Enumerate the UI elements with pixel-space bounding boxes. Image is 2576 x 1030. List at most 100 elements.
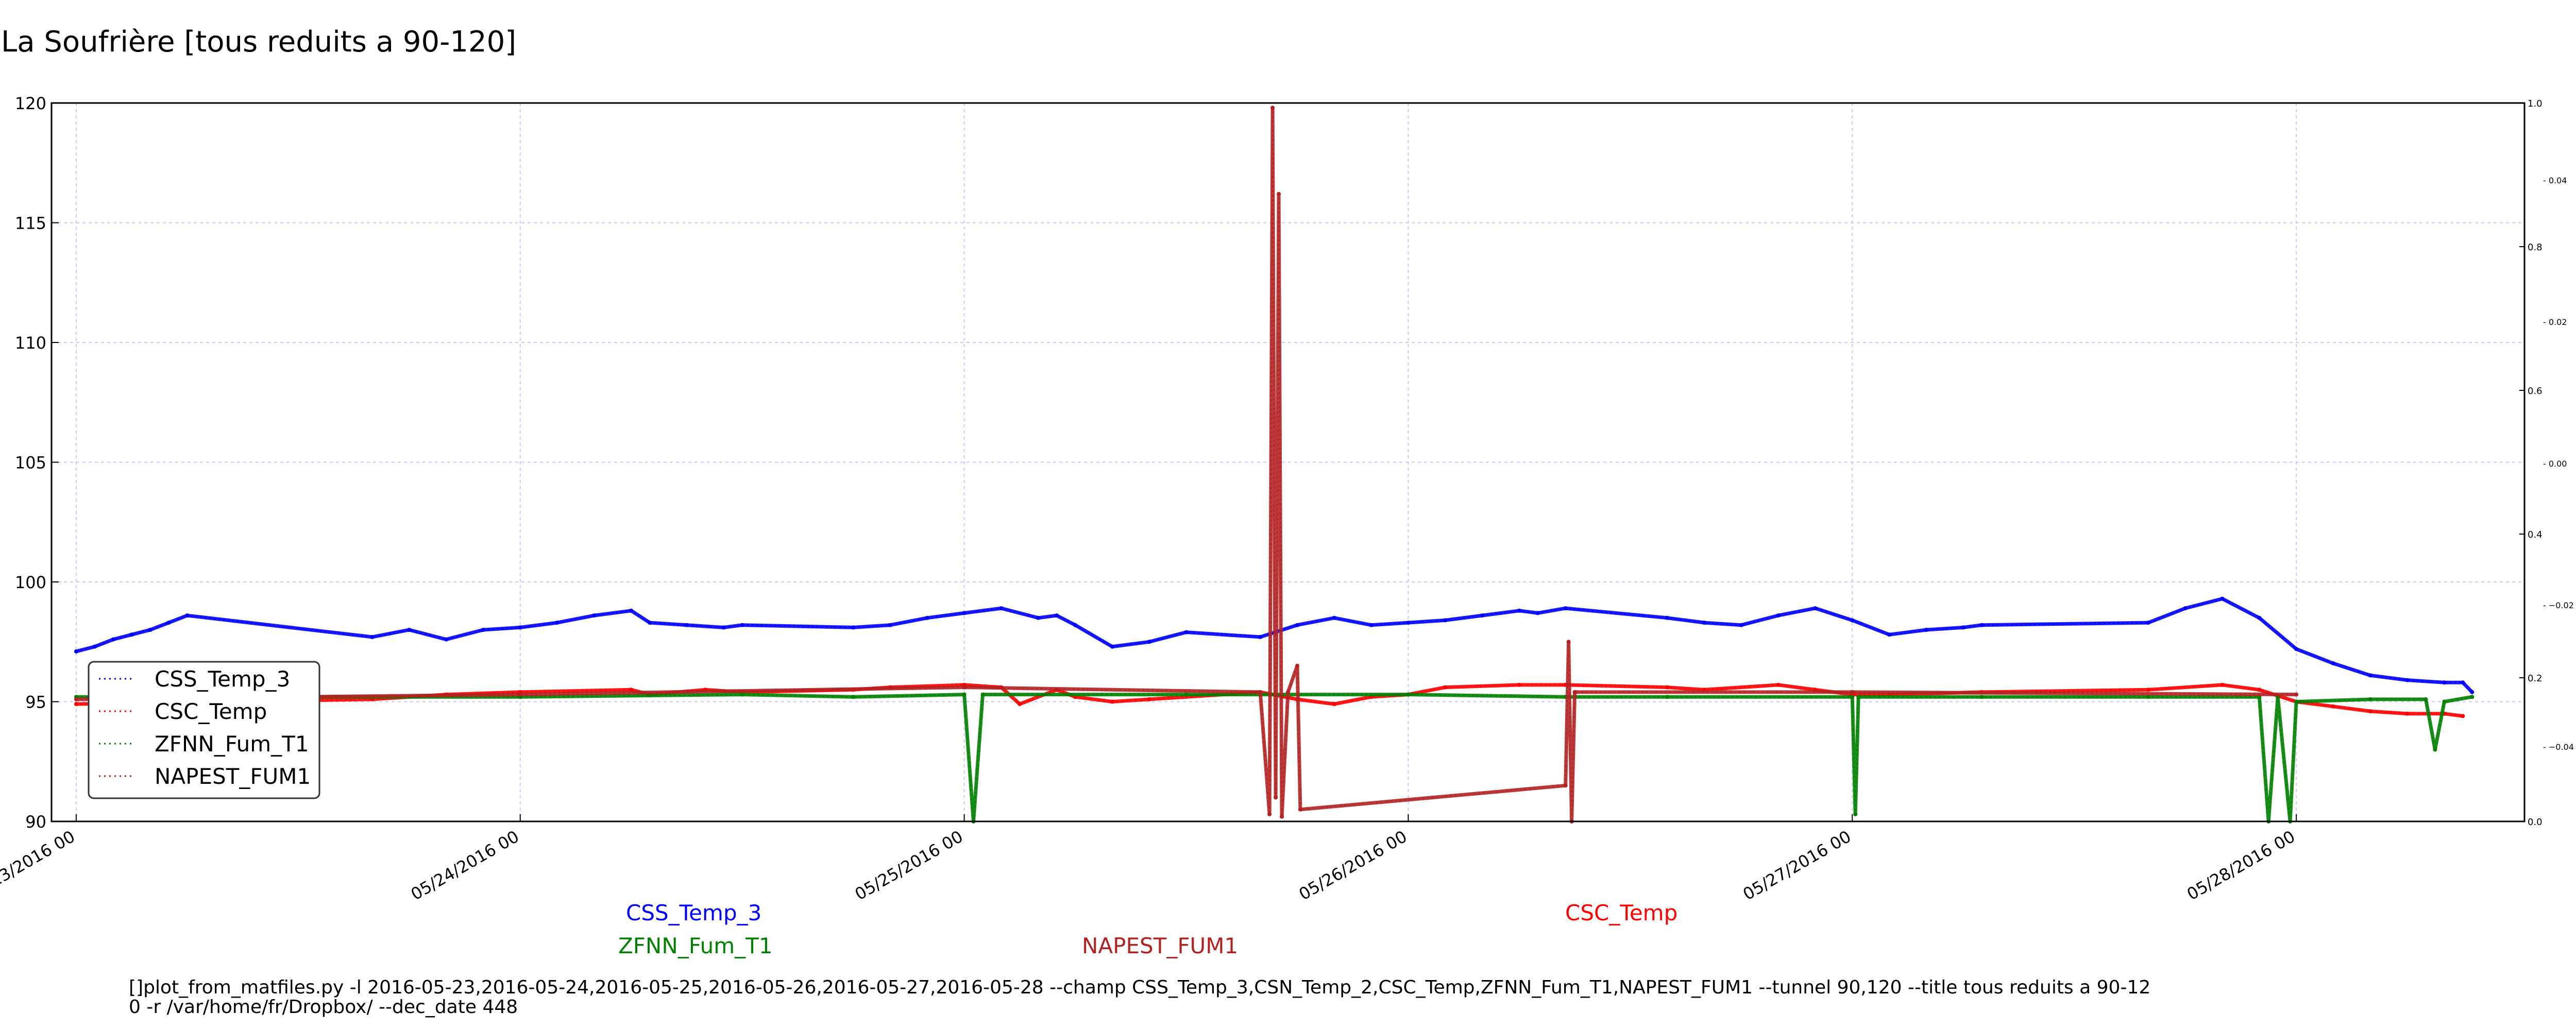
y-tick-label: 95: [25, 693, 46, 712]
data-point-css-temp-3: [74, 649, 78, 654]
y-axis: 90 95 100 105 110 115 120: [15, 94, 59, 832]
x-tick-label: 05/27/2016 00: [1739, 827, 1854, 904]
data-point-zfnn-fum-t1: [2294, 699, 2299, 704]
data-point-zfnn-fum-t1: [1665, 695, 1670, 699]
data-point-csc-temp: [1147, 697, 1151, 701]
data-point-css-temp-3: [1110, 644, 1114, 649]
bottom-label-zfnn-fum-t1: ZFNN_Fum_T1: [618, 933, 773, 958]
secondary-y-tick-label: 1.0: [2528, 98, 2543, 109]
series-line-napest-fum1: [74, 106, 2298, 823]
data-point-css-temp-3: [1258, 634, 1263, 639]
series-connector-napest-fum1: [76, 108, 2297, 822]
x-axis: 05/23/2016 00 05/24/2016 00 05/25/2016 00 0…: [0, 814, 2298, 904]
data-point-napest-fum1: [518, 692, 522, 697]
data-point-css-temp-3: [1850, 618, 1855, 623]
x-tick-label: 05/28/2016 00: [2183, 827, 2298, 904]
data-point-css-temp-3: [1055, 613, 1059, 618]
secondary-y-tick-label: 0.2: [2528, 673, 2543, 684]
data-point-css-temp-3: [999, 606, 1004, 611]
data-point-css-temp-3: [721, 625, 726, 630]
data-point-csc-temp: [1332, 702, 1336, 707]
data-point-napest-fum1: [2294, 692, 2299, 697]
data-point-napest-fum1: [1295, 663, 1299, 668]
data-point-css-temp-3: [1073, 623, 1077, 627]
data-point-zfnn-fum-t1: [2433, 747, 2437, 752]
data-point-css-temp-3: [1924, 628, 1928, 632]
y-tick-label: 110: [15, 333, 46, 353]
data-point-zfnn-fum-t1: [2368, 697, 2372, 701]
data-point-css-temp-3: [592, 613, 597, 618]
data-point-css-temp-3: [648, 621, 652, 625]
x-tick-label: 05/25/2016 00: [852, 827, 967, 904]
data-point-css-temp-3: [1979, 623, 1984, 627]
command-line-2: 0 -r /var/home/fr/Dropbox/ --dec_date 44…: [129, 997, 518, 1018]
data-point-css-temp-3: [1036, 615, 1041, 620]
data-point-css-temp-3: [1184, 630, 1189, 634]
data-point-css-temp-3: [148, 628, 152, 632]
data-point-napest-fum1: [1572, 690, 1577, 694]
bottom-label-napest-fum1: NAPEST_FUM1: [1082, 933, 1239, 958]
data-point-css-temp-3: [1813, 606, 1818, 611]
chart-title: La Soufrière [tous reduits a 90-120]: [1, 25, 516, 59]
data-point-csc-temp: [1443, 685, 1448, 690]
legend-box: [88, 661, 320, 799]
data-point-zfnn-fum-t1: [1406, 692, 1411, 697]
data-point-zfnn-fum-t1: [2470, 695, 2475, 699]
legend-label-zfnn-fum-t1: ZFNN_Fum_T1: [155, 731, 309, 757]
data-point-zfnn-fum-t1: [2442, 699, 2447, 704]
data-point-css-temp-3: [2442, 680, 2447, 685]
x-tick-label: 05/23/2016 00: [0, 827, 78, 904]
data-point-zfnn-fum-t1: [1979, 695, 1984, 699]
data-point-css-temp-3: [1480, 613, 1485, 618]
data-point-css-temp-3: [2368, 673, 2372, 678]
data-point-csc-temp: [74, 702, 78, 707]
data-point-zfnn-fum-t1: [851, 695, 856, 699]
secondary-inner-tick-label: - 0.04: [2543, 176, 2567, 185]
data-point-csc-temp: [2331, 704, 2335, 709]
y-tick-label: 90: [25, 812, 46, 832]
series-layer: [74, 106, 2475, 823]
data-point-css-temp-3: [1887, 632, 1892, 637]
data-point-napest-fum1: [74, 697, 78, 701]
legend-label-napest-fum1: NAPEST_FUM1: [155, 764, 311, 789]
data-point-napest-fum1: [1267, 812, 1272, 817]
secondary-inner-tick-label: - −0.02: [2543, 600, 2574, 610]
data-point-css-temp-3: [518, 625, 522, 630]
y-tick-label: 115: [15, 214, 46, 233]
data-point-zfnn-fum-t1: [1184, 692, 1189, 697]
data-point-css-temp-3: [481, 628, 485, 632]
data-point-napest-fum1: [1270, 106, 1275, 110]
data-point-css-temp-3: [2405, 678, 2410, 682]
data-point-napest-fum1: [1286, 690, 1290, 694]
data-point-zfnn-fum-t1: [962, 692, 967, 697]
data-point-napest-fum1: [1566, 640, 1571, 644]
legend-label-csc-temp: CSC_Temp: [155, 699, 267, 724]
secondary-y-tick-label: 0.0: [2528, 817, 2543, 828]
secondary-inner-tick-label: - 0.00: [2543, 459, 2567, 469]
data-point-napest-fum1: [1277, 192, 1281, 196]
data-point-csc-temp: [2405, 711, 2410, 716]
data-point-css-temp-3: [1702, 621, 1706, 625]
secondary-y-axis: 1.0 0.8 0.6 0.4 0.2 0.0 - 0.04 - 0.02 - 0.00 - −0…: [2519, 98, 2574, 828]
data-point-css-temp-3: [1665, 615, 1670, 620]
data-point-zfnn-fum-t1: [2424, 697, 2428, 701]
data-point-csc-temp: [2220, 682, 2225, 687]
legend: CSS_Temp_3 CSC_Temp ZFNN_Fum_T1 NAPEST_F…: [88, 661, 320, 799]
data-point-css-temp-3: [444, 637, 449, 642]
data-point-zfnn-fum-t1: [980, 692, 985, 697]
data-point-css-temp-3: [2146, 621, 2150, 625]
data-point-napest-fum1: [1274, 795, 1278, 800]
data-point-napest-fum1: [1850, 690, 1855, 694]
secondary-y-tick-label: 0.6: [2528, 386, 2543, 397]
data-point-css-temp-3: [2294, 647, 2299, 651]
data-point-css-temp-3: [2220, 596, 2225, 601]
data-point-csc-temp: [1110, 699, 1114, 704]
data-point-css-temp-3: [1332, 615, 1336, 620]
data-point-css-temp-3: [129, 632, 134, 637]
data-point-css-temp-3: [1563, 606, 1568, 611]
data-point-csc-temp: [2257, 688, 2262, 692]
bottom-label-css-temp-3: CSS_Temp_3: [626, 900, 762, 925]
data-point-zfnn-fum-t1: [1856, 695, 1861, 699]
data-point-css-temp-3: [629, 608, 634, 613]
data-point-zfnn-fum-t1: [1850, 695, 1855, 699]
